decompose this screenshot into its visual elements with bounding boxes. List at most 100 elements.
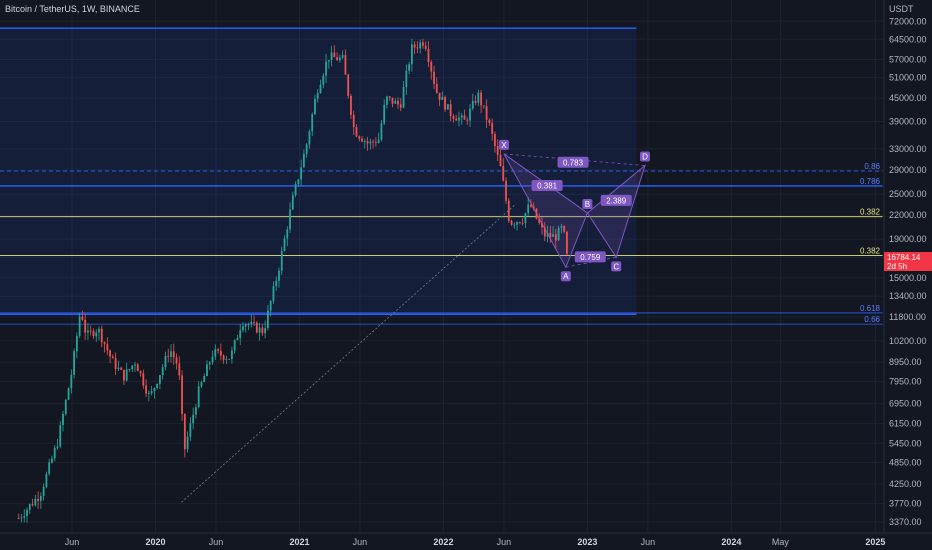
y-tick-label: 3370.00 xyxy=(889,517,922,527)
candle-body xyxy=(175,357,178,364)
x-tick-label: May xyxy=(772,537,790,547)
candle-body xyxy=(139,371,142,374)
candle-body xyxy=(75,335,78,352)
x-tick-label: 2020 xyxy=(145,537,165,547)
candles-group xyxy=(17,38,568,523)
pattern-ratio-box xyxy=(557,156,589,168)
candle-body xyxy=(45,473,48,487)
candle-body xyxy=(554,234,557,241)
candle-body xyxy=(258,327,261,333)
pattern-point-label: D xyxy=(642,153,648,162)
pattern-point-label: X xyxy=(501,141,507,150)
candle-body xyxy=(336,57,339,61)
pattern-point-marker xyxy=(611,261,622,272)
price-axis-bg xyxy=(884,0,932,550)
pattern-ratio-line xyxy=(503,153,588,214)
candle-body xyxy=(438,92,441,100)
candle-body xyxy=(463,115,466,120)
candle-body xyxy=(435,83,438,93)
x-tick-label: Jun xyxy=(353,537,368,547)
candle-body xyxy=(322,75,325,85)
currency-label: USDT xyxy=(889,4,914,14)
candle-body xyxy=(455,118,458,121)
x-tick-label: 2022 xyxy=(433,537,453,547)
candle-body xyxy=(48,462,51,474)
candle-body xyxy=(289,209,291,230)
chart-title: Bitcoin / TetherUS, 1W, BINANCE xyxy=(5,4,140,14)
candle-body xyxy=(39,496,42,501)
candle-body xyxy=(352,114,355,128)
y-tick-label: 4850.00 xyxy=(889,457,922,467)
candle-body xyxy=(347,74,350,96)
y-tick-label: 5450.00 xyxy=(889,438,922,448)
candle-body xyxy=(552,234,554,237)
pattern-ratio-label: 0.381 xyxy=(537,181,558,190)
candle-body xyxy=(131,365,134,370)
candle-body xyxy=(250,321,253,325)
candle-body xyxy=(225,358,228,360)
y-tick-label: 45000.00 xyxy=(889,93,927,103)
candle-body xyxy=(535,208,538,219)
y-tick-label: 51000.00 xyxy=(889,73,927,83)
candle-body xyxy=(510,220,513,225)
candle-body xyxy=(507,200,510,221)
candle-body xyxy=(518,222,521,223)
candle-body xyxy=(338,57,341,61)
pattern-ratio-label: 0.783 xyxy=(563,158,584,167)
candle-body xyxy=(394,100,397,104)
candle-body xyxy=(26,509,28,517)
candle-body xyxy=(64,399,67,415)
pattern-point-marker xyxy=(582,198,593,209)
candle-body xyxy=(502,166,505,181)
candle-body xyxy=(433,71,435,84)
candle-body xyxy=(219,350,222,356)
candle-body xyxy=(460,115,463,118)
pattern-point-label: A xyxy=(563,272,569,281)
candle-body xyxy=(316,93,319,99)
candle-body xyxy=(513,224,516,226)
candle-body xyxy=(37,498,39,501)
y-tick-label: 64500.00 xyxy=(889,34,927,44)
candle-body xyxy=(416,47,419,49)
x-tick-label: 2025 xyxy=(865,537,885,547)
candle-body xyxy=(527,204,530,214)
candle-body xyxy=(355,127,358,137)
candle-body xyxy=(128,369,131,370)
candle-body xyxy=(211,356,214,363)
candle-body xyxy=(89,330,92,332)
candle-body xyxy=(419,42,422,49)
level-label: 0.382 xyxy=(860,208,881,217)
candle-body xyxy=(272,286,275,302)
candle-body xyxy=(189,423,192,437)
pattern-point-marker xyxy=(498,139,509,150)
last-price-value: 16784.14 xyxy=(887,253,921,263)
candle-body xyxy=(399,104,402,108)
candle-body xyxy=(308,131,311,145)
pattern-ratio-box xyxy=(531,179,563,191)
candle-body xyxy=(59,424,62,447)
candle-body xyxy=(488,119,491,123)
candle-body xyxy=(480,92,482,106)
candle-body xyxy=(153,387,156,392)
candle-body xyxy=(100,328,103,343)
candle-body xyxy=(441,96,444,100)
candle-body xyxy=(530,204,532,207)
candle-body xyxy=(156,384,159,388)
candle-body xyxy=(466,119,469,121)
candle-body xyxy=(505,180,507,201)
candle-body xyxy=(253,321,255,323)
level-label: 0.618 xyxy=(860,304,881,313)
candle-body xyxy=(244,324,247,327)
candle-body xyxy=(402,87,405,108)
candle-body xyxy=(56,446,59,448)
candle-body xyxy=(397,100,399,105)
candle-body xyxy=(231,350,233,360)
candle-body xyxy=(214,349,217,357)
pattern-point-label: B xyxy=(585,200,590,209)
candle-body xyxy=(427,48,430,62)
candle-body xyxy=(255,322,258,333)
candle-body xyxy=(183,413,186,450)
candle-body xyxy=(239,330,242,339)
